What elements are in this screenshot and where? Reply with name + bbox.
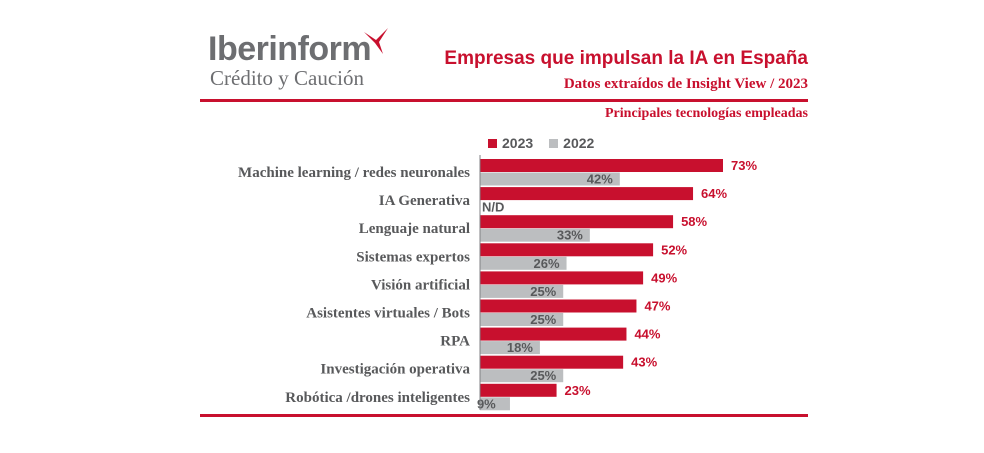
bar-2022 (480, 256, 567, 270)
legend-swatch-2023 (488, 138, 497, 148)
data-label-2023: 52% (661, 242, 687, 257)
chart-header-subtitle: Datos extraídos de Insight View / 2023 (563, 76, 808, 92)
top-divider (200, 99, 808, 102)
bar-2022 (480, 369, 564, 383)
data-label-2022: N/D (482, 200, 504, 215)
bar-2022 (480, 313, 564, 326)
legend-label-2022: 2022 (563, 135, 595, 151)
legend-swatch-2022 (549, 138, 559, 148)
bar-2022 (480, 172, 620, 186)
data-label-2023: 44% (634, 327, 660, 342)
chart-legend: 2023 2022 (488, 135, 594, 151)
chart-header-title: Empresas que impulsan la IA en España (444, 48, 808, 69)
bar-2022 (480, 397, 510, 411)
brand-logo-name: Iberinform (208, 30, 372, 68)
category-label: Asistentes virtuales / Bots (306, 306, 470, 322)
bar-2023 (480, 327, 627, 341)
data-label-2022: 33% (557, 228, 583, 243)
data-label-2022: 25% (530, 284, 556, 299)
category-label: Visión artificial (371, 277, 470, 293)
category-label: Sistemas expertos (356, 249, 470, 265)
bar-2022 (480, 228, 590, 242)
bar-2023 (480, 243, 654, 257)
data-label-2023: 64% (701, 186, 727, 201)
legend-label-2023: 2023 (502, 135, 534, 151)
bar-2023 (480, 383, 557, 397)
bar-2023 (480, 159, 723, 172)
data-label-2022: 9% (477, 396, 496, 411)
bar-2022 (480, 284, 564, 298)
data-label-2023: 58% (681, 214, 707, 229)
category-label: Investigación operativa (320, 362, 470, 378)
data-label-2022: 26% (534, 256, 560, 271)
bar-2023 (480, 299, 637, 313)
data-label-2022: 18% (507, 340, 533, 355)
bar-2022 (480, 341, 540, 355)
logo-mark-icon (364, 28, 388, 54)
data-label-2023: 49% (651, 270, 677, 285)
data-label-2023: 47% (644, 299, 670, 314)
legend-item-2023: 2023 (488, 135, 533, 151)
bar-2023 (480, 187, 694, 201)
bar-2023 (480, 271, 644, 285)
chart-title: Principales tecnologías empleadas (605, 106, 808, 121)
bottom-divider (200, 414, 808, 417)
data-label-2023: 43% (631, 355, 657, 370)
bar-2023 (480, 215, 674, 229)
category-label: Robótica /drones inteligentes (285, 390, 470, 406)
category-label: Machine learning / redes neuronales (238, 165, 470, 181)
data-label-2023: 23% (565, 383, 591, 398)
data-label-2022: 42% (587, 172, 613, 187)
data-label-2022: 25% (530, 368, 556, 383)
brand-tagline: Crédito y Caución (210, 66, 364, 90)
data-label-2023: 73% (731, 158, 757, 173)
category-label: RPA (440, 334, 470, 350)
bar-2023 (480, 355, 624, 369)
category-label: IA Generativa (379, 193, 471, 209)
legend-item-2022: 2022 (549, 135, 594, 151)
data-label-2022: 25% (530, 312, 556, 327)
category-label: Lenguaje natural (359, 221, 470, 237)
